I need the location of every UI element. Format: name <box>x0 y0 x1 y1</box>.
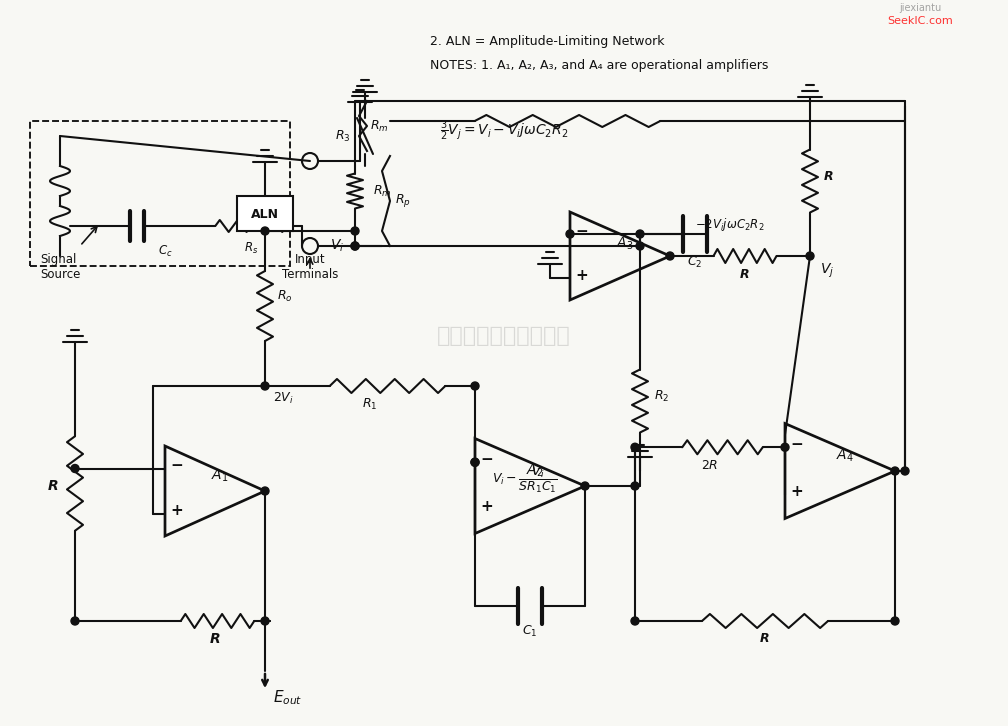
Text: $C_2$: $C_2$ <box>687 254 703 269</box>
Text: $R_2$: $R_2$ <box>654 388 669 404</box>
Text: $A_1$: $A_1$ <box>212 468 229 484</box>
Circle shape <box>806 252 814 260</box>
Text: −: − <box>790 437 802 452</box>
Text: R: R <box>740 267 750 280</box>
Text: $R_3$: $R_3$ <box>336 129 351 144</box>
Circle shape <box>631 617 639 625</box>
Text: +: + <box>790 484 802 499</box>
Circle shape <box>901 467 909 475</box>
Text: +: + <box>480 499 493 514</box>
Text: SeekIC.com: SeekIC.com <box>887 16 953 26</box>
Circle shape <box>566 230 574 238</box>
Text: $R_s$: $R_s$ <box>244 240 258 256</box>
Text: 杭州将睿科技有限公司: 杭州将睿科技有限公司 <box>437 326 571 346</box>
Text: $R_m$: $R_m$ <box>373 184 391 198</box>
Circle shape <box>636 230 644 238</box>
Text: −: − <box>170 458 182 473</box>
Circle shape <box>261 487 269 495</box>
Text: 2. ALN = Amplitude-Limiting Network: 2. ALN = Amplitude-Limiting Network <box>430 35 664 47</box>
Circle shape <box>891 617 899 625</box>
Circle shape <box>636 242 644 250</box>
Text: R: R <box>47 479 58 493</box>
Text: $V_i - \dfrac{V_i}{SR_1C_1}$: $V_i - \dfrac{V_i}{SR_1C_1}$ <box>492 465 558 495</box>
FancyBboxPatch shape <box>237 196 293 231</box>
Text: $V_j$: $V_j$ <box>820 262 835 280</box>
Text: $A_2$: $A_2$ <box>526 462 543 479</box>
Circle shape <box>71 465 79 473</box>
Circle shape <box>471 458 479 466</box>
Circle shape <box>581 482 589 490</box>
Text: $C_1$: $C_1$ <box>522 624 537 639</box>
Circle shape <box>631 444 639 452</box>
Circle shape <box>891 467 899 475</box>
Text: $\frac{3}{2}V_j = V_i - V_i j\omega C_2R_2$: $\frac{3}{2}V_j = V_i - V_i j\omega C_2R… <box>440 119 569 143</box>
Text: +: + <box>170 503 182 518</box>
Text: −: − <box>480 452 493 467</box>
Circle shape <box>666 252 674 260</box>
Text: $A_3$: $A_3$ <box>616 236 634 252</box>
Text: $2V_i$: $2V_i$ <box>273 391 294 406</box>
Circle shape <box>351 242 359 250</box>
Text: $V_i$: $V_i$ <box>330 238 344 254</box>
Text: Input
Terminals: Input Terminals <box>282 253 339 281</box>
Text: R: R <box>210 632 221 646</box>
Circle shape <box>261 227 269 235</box>
Text: jiexiantu: jiexiantu <box>899 3 941 13</box>
Text: NOTES: 1. A₁, A₂, A₃, and A₄ are operational amplifiers: NOTES: 1. A₁, A₂, A₃, and A₄ are operati… <box>430 60 768 73</box>
Text: −: − <box>575 224 588 239</box>
Circle shape <box>471 382 479 390</box>
Circle shape <box>71 617 79 625</box>
Text: $-2V_ij\omega C_2R_2$: $-2V_ij\omega C_2R_2$ <box>696 216 765 233</box>
Circle shape <box>471 458 479 466</box>
Text: $R_1$: $R_1$ <box>362 396 378 412</box>
Text: $C_c$: $C_c$ <box>157 243 172 258</box>
Text: Signal
Source: Signal Source <box>40 253 81 281</box>
Text: R: R <box>760 632 770 645</box>
Text: $2R$: $2R$ <box>702 459 719 472</box>
Circle shape <box>351 227 359 235</box>
Text: $A_4$: $A_4$ <box>836 448 854 464</box>
Circle shape <box>261 382 269 390</box>
Text: $R_m$: $R_m$ <box>370 118 389 134</box>
Circle shape <box>261 617 269 625</box>
Text: $R_o$: $R_o$ <box>277 288 292 303</box>
Text: $E_{out}$: $E_{out}$ <box>273 689 302 707</box>
Text: ALN: ALN <box>251 208 279 221</box>
Text: $R_p$: $R_p$ <box>395 192 411 210</box>
Circle shape <box>781 444 789 452</box>
Circle shape <box>351 242 359 250</box>
Circle shape <box>631 482 639 490</box>
Text: +: + <box>575 267 588 282</box>
Text: R: R <box>824 169 834 182</box>
